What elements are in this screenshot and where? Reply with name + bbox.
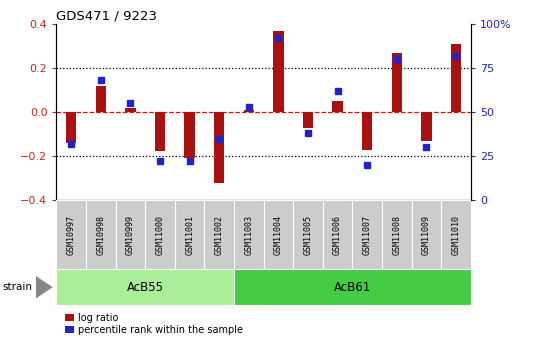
Bar bbox=[392, 53, 402, 112]
Bar bbox=[175, 200, 204, 269]
Text: GSM11000: GSM11000 bbox=[155, 215, 165, 255]
Bar bbox=[66, 112, 76, 143]
Text: strain: strain bbox=[3, 282, 33, 292]
Bar bbox=[382, 200, 412, 269]
Bar bbox=[244, 110, 254, 112]
Bar bbox=[451, 44, 461, 112]
Text: AcB61: AcB61 bbox=[334, 281, 371, 294]
Polygon shape bbox=[36, 276, 53, 299]
Bar bbox=[234, 269, 471, 305]
Bar bbox=[96, 86, 106, 112]
Bar bbox=[214, 112, 224, 183]
Bar bbox=[116, 200, 145, 269]
Text: GSM11002: GSM11002 bbox=[215, 215, 224, 255]
Bar bbox=[234, 200, 264, 269]
Text: GSM11005: GSM11005 bbox=[303, 215, 313, 255]
Text: GDS471 / 9223: GDS471 / 9223 bbox=[56, 10, 158, 23]
Text: AcB55: AcB55 bbox=[127, 281, 164, 294]
Text: GSM10999: GSM10999 bbox=[126, 215, 135, 255]
Text: GSM11008: GSM11008 bbox=[392, 215, 401, 255]
Bar bbox=[125, 108, 136, 112]
Bar bbox=[264, 200, 293, 269]
Bar bbox=[293, 200, 323, 269]
Text: GSM11010: GSM11010 bbox=[451, 215, 461, 255]
Bar bbox=[441, 200, 471, 269]
Bar bbox=[155, 112, 165, 151]
Text: GSM11004: GSM11004 bbox=[274, 215, 283, 255]
Bar bbox=[352, 200, 382, 269]
Bar bbox=[273, 31, 284, 112]
Bar bbox=[185, 112, 195, 158]
Bar bbox=[362, 112, 372, 149]
Legend: log ratio, percentile rank within the sample: log ratio, percentile rank within the sa… bbox=[61, 309, 247, 338]
Text: GSM10998: GSM10998 bbox=[96, 215, 105, 255]
Bar bbox=[332, 101, 343, 112]
Bar bbox=[421, 112, 431, 141]
Bar bbox=[86, 200, 116, 269]
Text: GSM11001: GSM11001 bbox=[185, 215, 194, 255]
Text: GSM11003: GSM11003 bbox=[244, 215, 253, 255]
Text: GSM10997: GSM10997 bbox=[67, 215, 76, 255]
Text: GSM11007: GSM11007 bbox=[363, 215, 372, 255]
Bar bbox=[303, 112, 313, 128]
Bar bbox=[323, 200, 352, 269]
Bar bbox=[56, 200, 86, 269]
Bar bbox=[204, 200, 234, 269]
Text: GSM11009: GSM11009 bbox=[422, 215, 431, 255]
Bar bbox=[412, 200, 441, 269]
Bar bbox=[56, 269, 234, 305]
Bar bbox=[145, 200, 175, 269]
Text: GSM11006: GSM11006 bbox=[333, 215, 342, 255]
